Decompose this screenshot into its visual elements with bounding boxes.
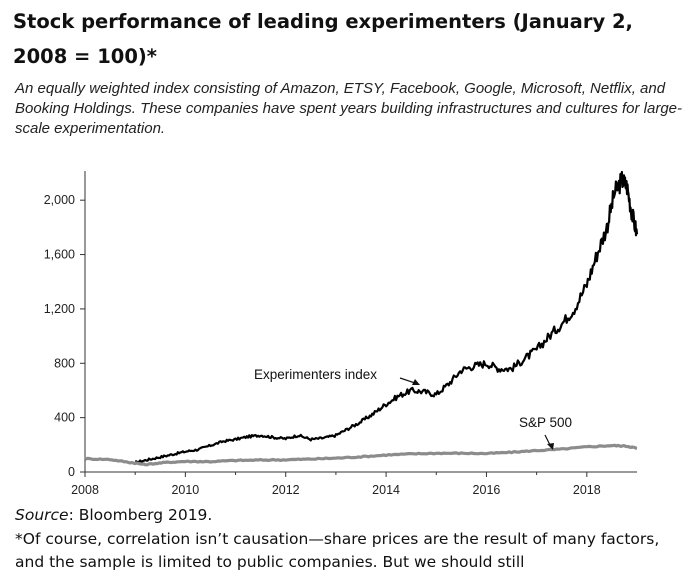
- x-tick-label: 2016: [473, 483, 501, 497]
- y-tick-label: 0: [68, 465, 75, 479]
- line-chart: 0 400 800 1,200 1,600 2,000 2008 2010 2012 2014 20…: [44, 170, 639, 497]
- source-text: : Bloomberg 2019.: [68, 506, 213, 524]
- annotation-arrowhead-experimenters: [412, 379, 420, 385]
- x-tick-label: 2010: [171, 483, 199, 497]
- source-note: Source: Bloomberg 2019.: [15, 504, 685, 526]
- x-tick-label: 2012: [272, 483, 300, 497]
- annotation-arrowhead-sp500: [547, 443, 554, 450]
- x-tick-label: 2014: [372, 483, 400, 497]
- series-line-sp500: [84, 443, 638, 467]
- y-tick-label: 1,600: [44, 248, 75, 262]
- footnote: *Of course, correlation isn’t causation—…: [15, 530, 660, 571]
- series-line-experimenters-index: [134, 170, 639, 464]
- chart-title: Stock performance of leading experimente…: [13, 10, 633, 68]
- x-tick-label: 2008: [71, 483, 99, 497]
- x-tick-label: 2018: [573, 483, 601, 497]
- source-label: Source: [15, 506, 69, 524]
- y-tick-label: 1,200: [44, 302, 75, 316]
- chart-subtitle: An equally weighted index consisting of …: [15, 80, 683, 137]
- y-tick-label: 2,000: [44, 193, 75, 207]
- y-tick-label: 800: [54, 356, 75, 370]
- y-tick-label: 400: [54, 411, 75, 425]
- annotation-experimenters-index: Experimenters index: [254, 367, 377, 382]
- annotation-sp500: S&P 500: [519, 415, 572, 430]
